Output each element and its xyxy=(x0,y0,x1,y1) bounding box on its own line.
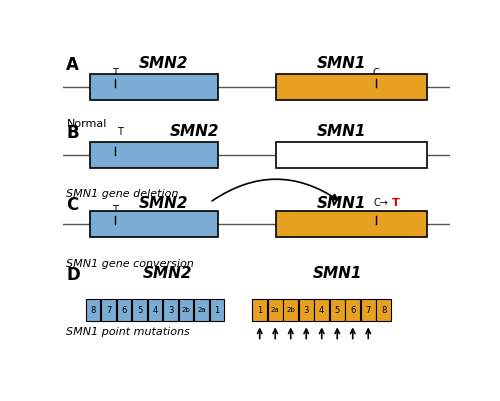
Text: SMN1 point mutations: SMN1 point mutations xyxy=(66,327,190,336)
Bar xyxy=(148,299,162,321)
Text: 2a: 2a xyxy=(198,307,206,313)
Text: T: T xyxy=(112,205,118,215)
Bar xyxy=(90,211,218,237)
Bar xyxy=(194,299,209,321)
Bar xyxy=(90,74,218,100)
Text: 2b: 2b xyxy=(286,307,295,313)
Bar xyxy=(117,299,132,321)
Text: SMN1 gene deletion: SMN1 gene deletion xyxy=(66,188,179,198)
Bar xyxy=(276,142,427,168)
Text: D: D xyxy=(66,266,80,284)
Text: C: C xyxy=(66,196,78,214)
Text: 3: 3 xyxy=(304,306,309,315)
Text: 6: 6 xyxy=(350,306,356,315)
Text: 2b: 2b xyxy=(182,307,190,313)
Bar xyxy=(361,299,376,321)
Text: 7: 7 xyxy=(366,306,371,315)
Text: 5: 5 xyxy=(334,306,340,315)
Text: SMN1: SMN1 xyxy=(313,266,362,281)
Text: 1: 1 xyxy=(257,306,262,315)
Text: T: T xyxy=(112,68,118,78)
Text: 6: 6 xyxy=(122,306,127,315)
Text: SMN2: SMN2 xyxy=(142,266,192,281)
Text: 3: 3 xyxy=(168,306,173,315)
Bar xyxy=(276,74,427,100)
Text: SMN1: SMN1 xyxy=(317,56,366,71)
Text: SMN2: SMN2 xyxy=(138,56,188,71)
Bar xyxy=(314,299,329,321)
Text: B: B xyxy=(66,124,79,142)
Bar xyxy=(90,142,218,168)
FancyArrowPatch shape xyxy=(212,179,338,201)
Text: SMN1: SMN1 xyxy=(317,196,366,211)
Bar xyxy=(252,299,267,321)
Text: T: T xyxy=(117,127,122,137)
Bar xyxy=(268,299,282,321)
Text: SMN2: SMN2 xyxy=(138,196,188,211)
Bar xyxy=(210,299,224,321)
Text: SMN1 gene conversion: SMN1 gene conversion xyxy=(66,259,194,269)
Text: 1: 1 xyxy=(214,306,220,315)
Text: C: C xyxy=(372,68,379,78)
Text: 7: 7 xyxy=(106,306,112,315)
Text: 4: 4 xyxy=(152,306,158,315)
Text: A: A xyxy=(66,56,79,74)
Bar xyxy=(330,299,344,321)
Bar xyxy=(299,299,314,321)
Text: SMN2: SMN2 xyxy=(170,124,219,139)
Bar xyxy=(132,299,147,321)
Bar xyxy=(276,211,427,237)
Text: SMN1: SMN1 xyxy=(317,124,366,139)
Text: Normal: Normal xyxy=(66,119,107,129)
Text: C→: C→ xyxy=(374,198,388,208)
Text: 4: 4 xyxy=(319,306,324,315)
Bar xyxy=(101,299,116,321)
Text: 5: 5 xyxy=(137,306,142,315)
Bar xyxy=(163,299,178,321)
Bar xyxy=(284,299,298,321)
Bar xyxy=(346,299,360,321)
Bar xyxy=(179,299,194,321)
Text: 2a: 2a xyxy=(271,307,280,313)
Text: T: T xyxy=(392,198,400,208)
Text: 8: 8 xyxy=(90,306,96,315)
Bar xyxy=(86,299,101,321)
Text: 8: 8 xyxy=(381,306,386,315)
Bar xyxy=(376,299,391,321)
